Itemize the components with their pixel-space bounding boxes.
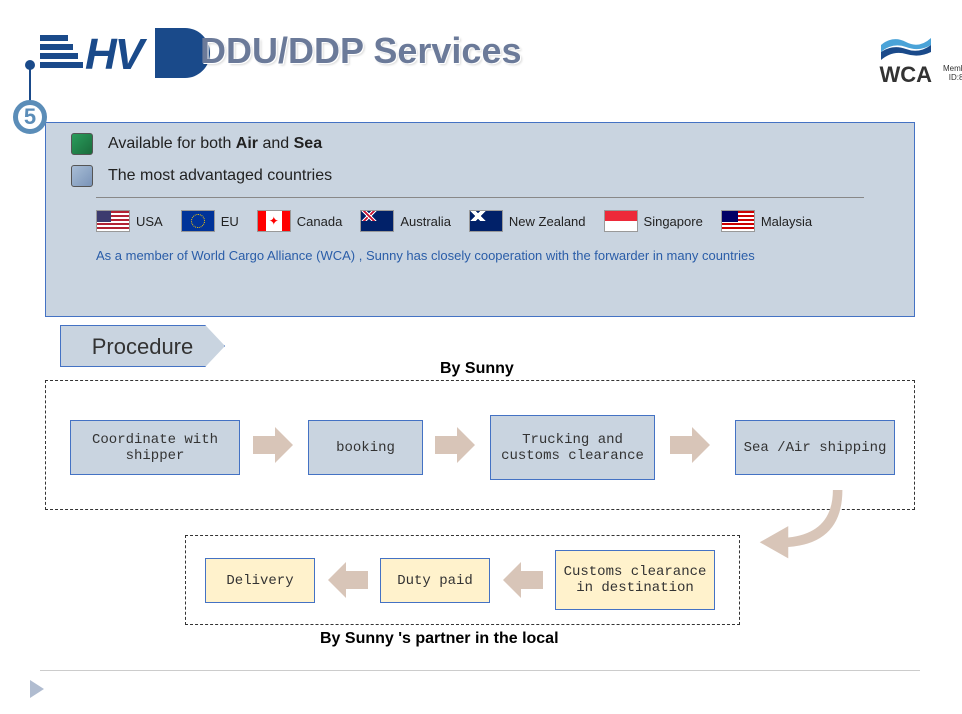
wca-logo: WCA Membership ID:87909 (879, 30, 932, 88)
country-label: EU (221, 214, 239, 229)
by-partner-label: By Sunny 's partner in the local (320, 630, 559, 648)
country-label: USA (136, 214, 163, 229)
section-number-badge: 5 (13, 100, 47, 134)
flag-australia-icon (360, 210, 394, 232)
arrow-right-icon (253, 427, 293, 463)
country-label: Singapore (644, 214, 703, 229)
step-delivery: Delivery (205, 558, 315, 603)
country-singapore: Singapore (604, 210, 703, 232)
country-label: Canada (297, 214, 343, 229)
step-trucking: Trucking and customs clearance (490, 415, 655, 480)
header: HV DDU/DDP Services WCA Membership ID:87… (0, 0, 962, 105)
flag-singapore-icon (604, 210, 638, 232)
arrow-left-icon (328, 562, 368, 598)
country-newzealand: New Zealand (469, 210, 586, 232)
legend-square-blue (71, 165, 93, 187)
step-shipping: Sea /Air shipping (735, 420, 895, 475)
country-usa: USA (96, 210, 163, 232)
step-coordinate: Coordinate with shipper (70, 420, 240, 475)
step-duty: Duty paid (380, 558, 490, 603)
page-title: DDU/DDP Services (200, 30, 522, 72)
availability-text: Available for both Air and Sea (108, 135, 322, 153)
flag-usa-icon (96, 210, 130, 232)
flag-nz-icon (469, 210, 503, 232)
play-triangle-icon (30, 680, 44, 698)
arrow-right-icon (435, 427, 475, 463)
country-eu: EU (181, 210, 239, 232)
procedure-heading: Procedure (60, 325, 225, 367)
company-logo: HV (40, 25, 170, 80)
country-flags-row: USA EU ✦ Canada Australia New Zealand Si… (46, 206, 914, 236)
by-sunny-label: By Sunny (440, 360, 514, 378)
countries-heading: The most advantaged countries (108, 167, 332, 185)
flag-eu-icon (181, 210, 215, 232)
flag-malaysia-icon (721, 210, 755, 232)
step-booking: booking (308, 420, 423, 475)
country-canada: ✦ Canada (257, 210, 343, 232)
wca-membership: Membership ID:87909 (943, 65, 962, 83)
info-panel: Available for both Air and Sea The most … (45, 122, 915, 317)
wca-text: WCA (879, 62, 932, 88)
step-customs-dest: Customs clearance in destination (555, 550, 715, 610)
flag-canada-icon: ✦ (257, 210, 291, 232)
legend-square-green (71, 133, 93, 155)
country-label: New Zealand (509, 214, 586, 229)
country-label: Malaysia (761, 214, 812, 229)
wca-membership-note: As a member of World Cargo Alliance (WCA… (46, 236, 914, 263)
country-label: Australia (400, 214, 451, 229)
curve-arrow-icon (755, 490, 845, 565)
footer-divider (40, 670, 920, 671)
arrow-right-icon (670, 427, 710, 463)
country-australia: Australia (360, 210, 451, 232)
divider (96, 197, 864, 198)
country-malaysia: Malaysia (721, 210, 812, 232)
arrow-left-icon (503, 562, 543, 598)
